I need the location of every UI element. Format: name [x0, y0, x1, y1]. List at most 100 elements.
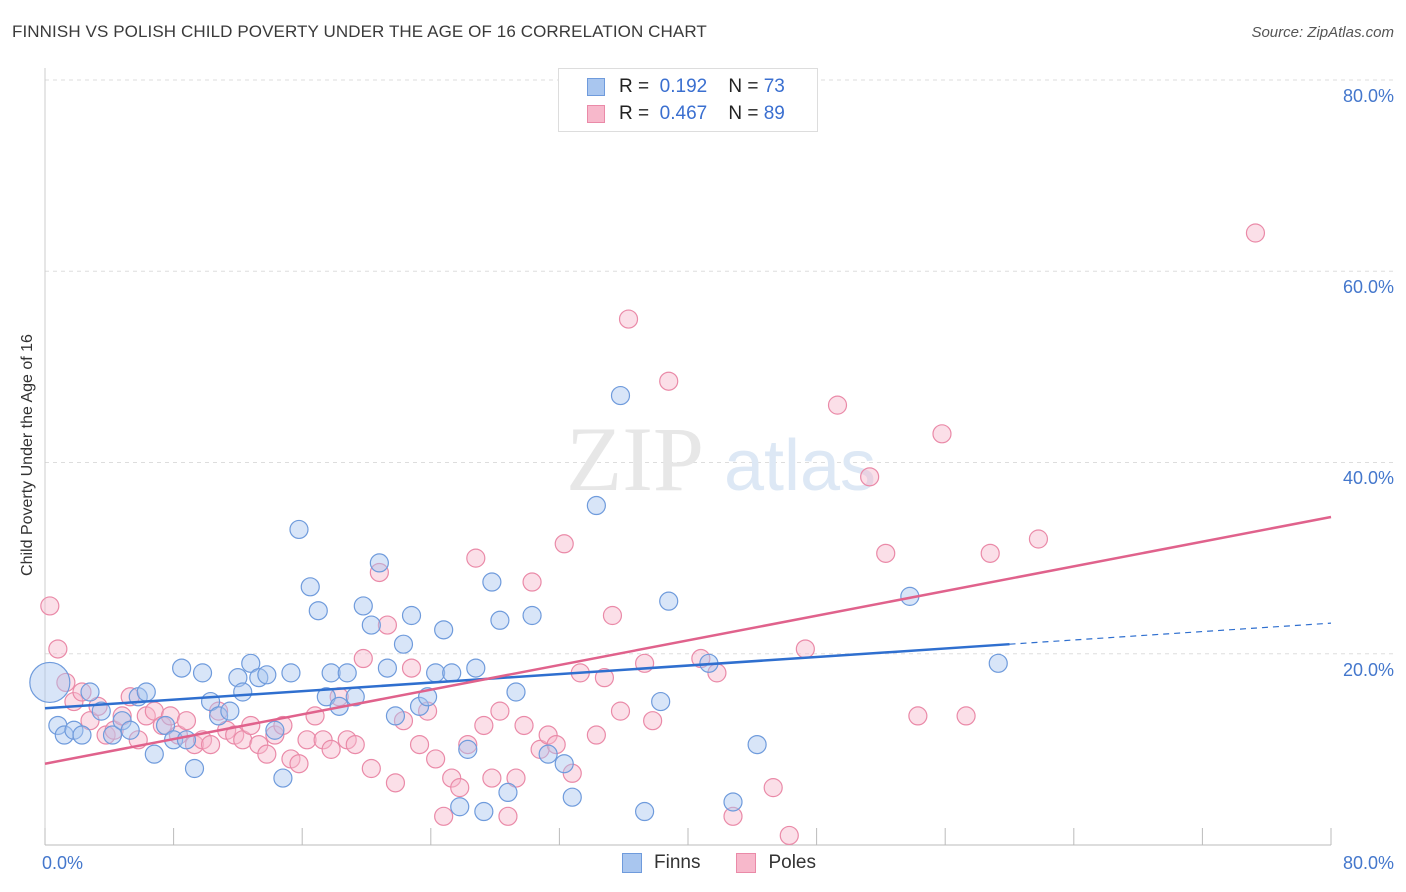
data-point-finns: [393, 634, 414, 654]
data-point-poles: [659, 371, 679, 391]
data-point-poles: [345, 734, 365, 755]
data-point-finns: [554, 754, 574, 774]
legend-item-finns[interactable]: Finns: [622, 852, 700, 874]
data-point-finns: [562, 787, 582, 807]
legend-row-poles: R = 0.467 N = 89: [587, 102, 785, 126]
grid-lines: [45, 79, 1395, 655]
data-point-poles: [860, 467, 880, 487]
data-point-finns: [490, 610, 510, 630]
data-point-finns: [659, 591, 679, 611]
data-point-finns: [474, 801, 494, 822]
data-point-finns: [498, 782, 518, 803]
chart-title: FINNISH VS POLISH CHILD POVERTY UNDER TH…: [12, 22, 707, 41]
data-point-poles: [586, 725, 606, 745]
data-point-poles: [72, 682, 92, 702]
data-point-finns: [136, 682, 156, 702]
data-point-finns: [257, 665, 277, 685]
y-tick-label: 60.0%: [1342, 277, 1394, 297]
data-point-poles: [538, 725, 558, 745]
data-point-poles: [442, 768, 462, 788]
data-point-finns: [988, 653, 1008, 673]
legend-n-label: N =: [728, 103, 759, 124]
data-point-finns: [155, 715, 176, 736]
data-point-finns: [450, 797, 470, 817]
y-tick-label: 80.0%: [1342, 86, 1394, 106]
data-point-poles: [594, 668, 615, 688]
data-point-poles: [1245, 223, 1266, 243]
data-point-finns: [308, 601, 328, 621]
data-point-finns: [289, 519, 309, 540]
data-point-poles: [361, 758, 381, 779]
data-point-finns: [434, 620, 454, 640]
data-point-poles: [506, 768, 526, 788]
data-point-finns: [634, 801, 655, 822]
x-tick-label: 0.0%: [42, 853, 84, 873]
data-point-poles: [313, 730, 333, 750]
y-tick-label: 20.0%: [1342, 660, 1394, 680]
data-point-finns: [377, 658, 397, 678]
data-point-poles: [353, 648, 373, 669]
data-point-poles: [466, 548, 486, 568]
data-point-poles: [474, 715, 494, 736]
data-point-finns: [586, 495, 606, 516]
data-point-poles: [200, 734, 221, 755]
data-point-poles: [401, 658, 422, 678]
legend-n-value: 73: [763, 76, 785, 97]
trend-lines: [44, 515, 1332, 765]
data-point-finns: [112, 711, 132, 731]
trend-line-poles: [44, 515, 1332, 765]
watermark-atlas: atlas: [724, 426, 876, 506]
data-point-finns: [361, 615, 381, 635]
data-point-finns: [506, 682, 526, 702]
legend-n-value: 89: [763, 103, 785, 124]
data-point-finns: [610, 385, 631, 406]
poles-swatch: [587, 105, 605, 123]
data-point-finns: [80, 682, 100, 702]
x-tick-label: 80.0%: [1342, 853, 1394, 873]
data-point-finns: [337, 663, 357, 683]
legend-item-poles[interactable]: Poles: [736, 852, 816, 874]
data-point-finns: [321, 663, 341, 683]
trend-line-finns: [44, 642, 1010, 710]
data-point-poles: [434, 806, 454, 826]
data-point-finns: [522, 605, 542, 626]
finns-swatch: [587, 78, 605, 96]
data-point-poles: [257, 744, 277, 764]
axes: [44, 68, 1332, 846]
legend-r-label: R =: [619, 76, 650, 97]
data-point-finns: [369, 553, 389, 573]
data-point-finns: [192, 663, 213, 683]
data-point-poles: [602, 605, 623, 626]
data-point-poles: [265, 725, 285, 745]
correlation-legend: R = 0.192 N = 73 R = 0.467 N = 89: [558, 68, 818, 132]
y-tick-label: 40.0%: [1342, 468, 1394, 488]
legend-r-label: R =: [619, 103, 650, 124]
data-point-poles: [321, 739, 341, 759]
data-point-finns: [233, 682, 253, 702]
data-point-finns: [29, 661, 71, 704]
watermark-zip: ZIP: [566, 408, 704, 510]
data-point-finns: [265, 720, 285, 740]
data-point-poles: [779, 825, 799, 846]
legend-label-poles: Poles: [768, 852, 816, 873]
data-point-poles: [1028, 529, 1049, 549]
data-point-finns: [353, 596, 373, 616]
data-point-poles: [56, 672, 76, 693]
data-point-finns: [176, 730, 197, 750]
data-point-finns: [300, 577, 320, 597]
data-point-finns: [538, 744, 558, 764]
data-point-poles: [112, 706, 132, 726]
data-point-poles: [610, 701, 631, 721]
data-point-finns: [316, 687, 336, 707]
legend-label-finns: Finns: [654, 852, 701, 873]
finns-swatch: [622, 853, 642, 873]
data-point-finns: [458, 739, 478, 759]
legend-row-finns: R = 0.192 N = 73: [587, 75, 785, 99]
data-point-poles: [377, 615, 397, 635]
data-point-finns: [401, 605, 422, 626]
data-point-poles: [618, 309, 639, 329]
data-point-poles: [450, 778, 470, 798]
data-point-poles: [876, 543, 896, 563]
data-point-finns: [209, 706, 229, 726]
